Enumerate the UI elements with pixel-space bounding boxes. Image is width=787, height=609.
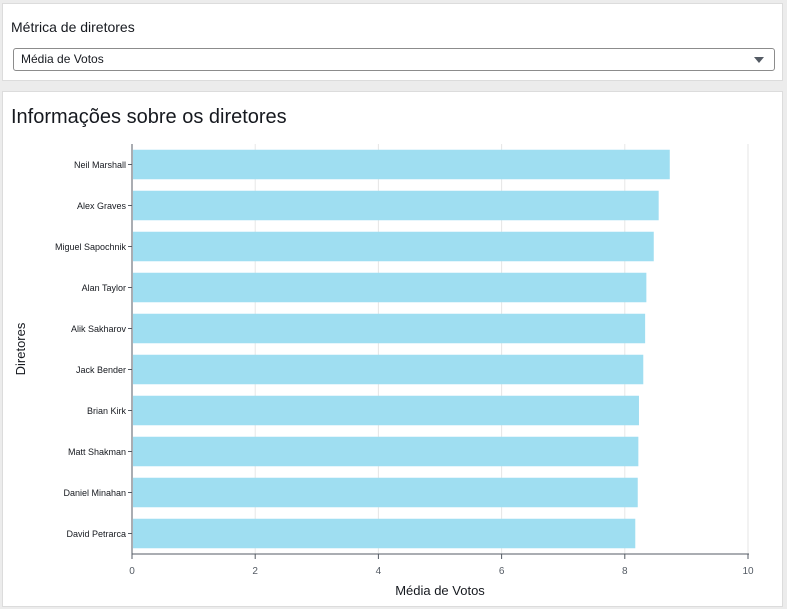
bar	[133, 272, 647, 303]
y-tick-label: Brian Kirk	[87, 406, 127, 416]
y-tick-label: Daniel Minahan	[63, 488, 126, 498]
y-tick-label: Miguel Sapochnik	[55, 242, 127, 252]
x-tick-label: 4	[376, 566, 382, 577]
chart-panel: Informações sobre os diretores 0 2 4 6 8 10 Ne…	[2, 91, 783, 607]
bar	[133, 518, 636, 549]
chevron-down-icon[interactable]	[754, 57, 764, 63]
bar	[133, 354, 644, 385]
y-tick-label: Alex Graves	[77, 201, 127, 211]
bar	[133, 436, 639, 467]
bar	[133, 395, 639, 426]
chart-title: Informações sobre os diretores	[11, 106, 287, 128]
x-tick-label: 0	[129, 566, 135, 577]
bar	[133, 231, 654, 262]
control-panel: Métrica de diretores Média de Votos	[2, 3, 783, 81]
metric-select-value: Média de Votos	[21, 52, 104, 66]
y-tick-label: Neil Marshall	[74, 160, 126, 170]
bar	[133, 149, 670, 180]
y-tick-label: David Petrarca	[66, 529, 126, 539]
y-tick-label: Alan Taylor	[82, 283, 126, 293]
axes	[128, 144, 749, 559]
y-axis-title: Diretores	[13, 322, 28, 375]
x-axis-title: Média de Votos	[395, 583, 485, 598]
bar	[133, 477, 638, 508]
x-tick-label: 2	[252, 566, 258, 577]
metric-select[interactable]: Média de Votos	[13, 48, 775, 71]
bar	[133, 313, 646, 344]
x-tick-label: 10	[742, 566, 754, 577]
bar-chart: 0 2 4 6 8 10 Neil Marshall Alex Graves Miguel Sa…	[13, 144, 754, 598]
labels: 0 2 4 6 8 10 Neil Marshall Alex Graves Miguel Sa…	[13, 160, 754, 598]
y-tick-label: Alik Sakharov	[71, 324, 127, 334]
y-tick-label: Matt Shakman	[68, 447, 126, 457]
metric-label: Métrica de diretores	[11, 19, 135, 35]
x-tick-label: 8	[622, 566, 628, 577]
bar	[133, 190, 659, 221]
y-tick-label: Jack Bender	[76, 365, 126, 375]
bars	[133, 149, 670, 549]
x-tick-label: 6	[499, 566, 505, 577]
